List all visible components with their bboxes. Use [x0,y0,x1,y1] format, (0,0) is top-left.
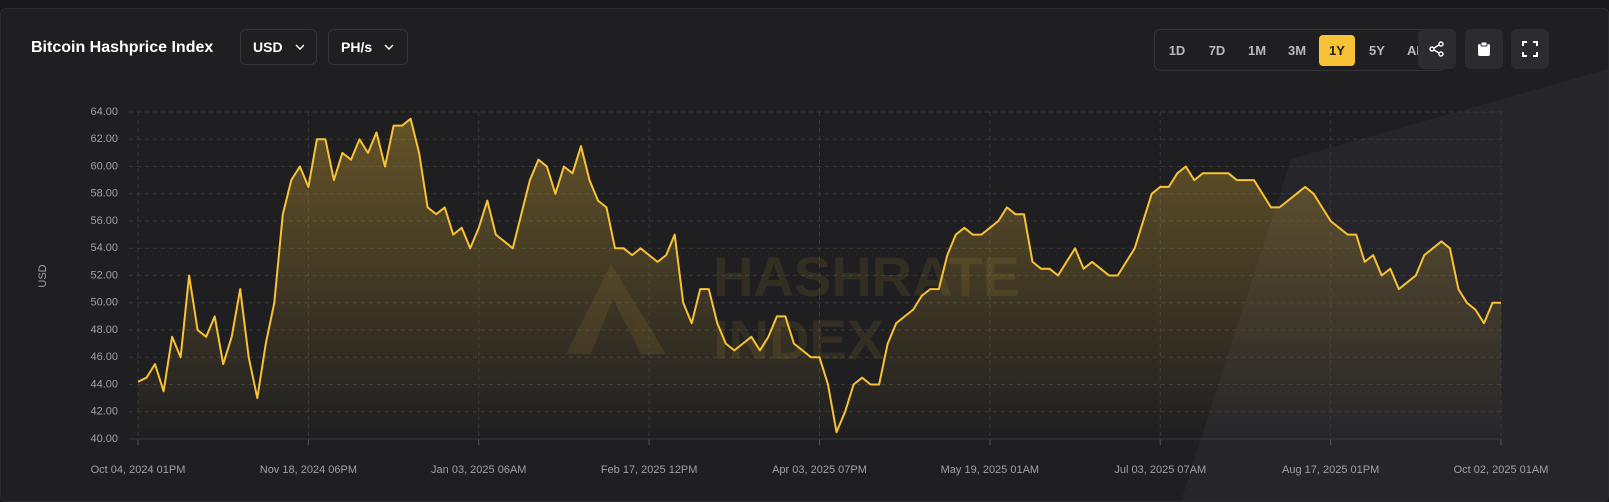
x-tick-label: May 19, 2025 01AM [941,464,1039,476]
x-tick-label: Jul 03, 2025 07AM [1114,464,1206,476]
y-tick-label: 62.00 [90,133,118,145]
x-tick-label: Jan 03, 2025 06AM [431,464,526,476]
y-tick-label: 60.00 [90,160,118,172]
range-button[interactable]: 3M [1287,42,1307,58]
x-tick-label: Nov 18, 2024 06PM [260,464,357,476]
y-tick-label: 42.00 [90,406,118,418]
fullscreen-icon [1522,41,1538,57]
dropdown-label: PH/s [341,39,373,55]
chevron [295,44,304,50]
range-button[interactable]: 1Y [1319,34,1355,66]
y-axis-label: USD [37,264,49,287]
area-fill [138,118,1501,440]
range-button[interactable]: 1D [1168,42,1186,58]
fullscreen-button[interactable] [1511,29,1549,69]
x-tick-label: Oct 02, 2025 01AM [1454,464,1549,476]
clipboard-icon [1478,41,1490,56]
x-tick-label: Apr 03, 2025 07PM [772,464,867,476]
y-tick-label: 46.00 [90,351,118,363]
line [137,117,1501,434]
chevron [384,44,394,50]
share-button[interactable] [1418,29,1456,69]
currency-dropdown[interactable]: USD [240,29,317,65]
x-tick-label: Oct 04, 2024 01PM [91,464,186,476]
y-tick-label: 64.00 [90,106,118,118]
range-button[interactable]: 5Y [1369,42,1385,58]
share-icon [1429,41,1444,57]
range-button[interactable]: 1M [1247,42,1267,58]
y-tick-label: 50.00 [90,297,118,309]
unit-dropdown[interactable]: PH/s [328,29,408,65]
range-button[interactable]: 7D [1208,42,1226,58]
y-tick-label: 58.00 [90,188,118,200]
title: Bitcoin Hashprice Index [31,39,214,56]
chart-card: HASHRATE INDEX USD 40.00 42.00 44.00 46.00 4… [0,8,1609,502]
y-tick-label: 54.00 [90,242,118,254]
y-tick-label: 44.00 [90,378,118,390]
dropdown-label: USD [253,39,283,55]
x-tick-label: Feb 17, 2025 12PM [601,464,698,476]
y-tick-label: 52.00 [90,269,118,281]
y-tick-label: 48.00 [90,324,118,336]
y-tick-label: 40.00 [90,433,118,445]
copy-button[interactable] [1465,29,1503,69]
y-tick-label: 56.00 [90,215,118,227]
chart: HASHRATE INDEX USD 40.0042.0044.0046.004… [37,69,1608,501]
x-tick-label: Aug 17, 2025 01PM [1282,464,1379,476]
range-selector: 1D7D1M3M1Y5YALL [1154,29,1446,71]
